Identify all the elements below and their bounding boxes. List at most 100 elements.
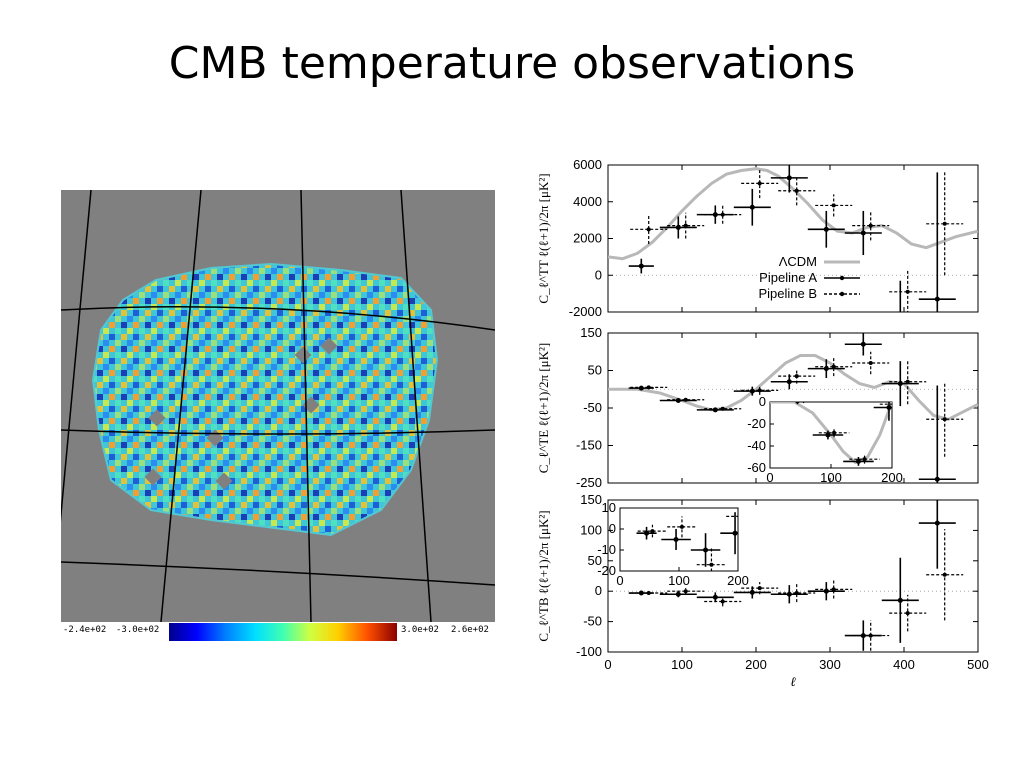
data-marker [720,599,725,604]
data-point [659,216,697,239]
data-point [807,210,845,248]
data-point [741,582,779,595]
data-point [630,385,668,390]
data-marker [831,364,836,369]
lcdm-model-curve [608,167,978,261]
data-point [815,580,853,599]
inset-y-tick-label: -10 [597,542,616,557]
data-marker [823,366,829,372]
data-point [741,168,779,199]
inset-x-tick-label: 0 [616,573,623,588]
data-point [667,212,705,239]
legend-label: Pipeline B [758,286,817,301]
data-marker [646,227,651,232]
data-point [770,374,808,390]
inset-y-tick-label: 10 [602,500,616,515]
data-marker [897,597,903,603]
data-marker [638,263,644,269]
inset-data-marker [795,402,800,404]
data-point [667,588,705,595]
inset-data-point [720,512,738,555]
data-marker [823,226,829,232]
inset-data-marker [862,457,867,462]
inset-data-point [696,547,727,571]
colorbar-min-label-2: -3.0e+02 [116,625,160,635]
data-point [630,591,668,596]
data-marker [683,223,688,228]
colorbar-max-label-2: 2.6e+02 [451,625,489,635]
data-point [630,214,668,245]
slide-title: CMB temperature observations [168,38,856,89]
inset-data-marker [644,530,650,536]
legend-marker [839,291,845,297]
data-marker [942,417,947,422]
inset-data-marker [650,529,655,534]
sky-map [61,190,495,622]
y-tick-label: 6000 [573,157,602,172]
y-axis-label: C_ℓ^TB ℓ(ℓ+1)/2π [μK²] [536,510,551,641]
data-point [741,385,779,395]
data-marker [831,203,836,208]
lcdm-model-curve [608,354,978,421]
data-point [733,386,771,396]
data-point [898,280,903,320]
y-tick-label: 0 [595,267,602,282]
data-point [704,596,742,607]
data-marker [712,594,718,600]
data-marker [749,589,755,595]
data-point [852,351,890,375]
data-point [815,357,853,377]
inset-data-marker [825,432,831,438]
graticule-lines [61,190,495,622]
data-marker [860,230,866,236]
survey-patch [91,262,439,537]
data-marker [898,315,903,320]
data-point [659,591,697,598]
data-marker [905,379,910,384]
data-marker [683,589,688,594]
power-spectrum-plots: 6000 4000 2000 0 -2000 C_ℓ^TT ℓ(ℓ+1)/2π [μK²]… [520,150,1000,690]
inset-lcdm-curve [770,402,892,465]
x-tick-label: 500 [967,657,989,672]
y-tick-label: 2000 [573,231,602,246]
x-tick-label: 300 [819,657,841,672]
data-marker [934,476,940,482]
data-marker [868,223,873,228]
colorbar [169,623,397,641]
data-marker [905,289,910,294]
data-point [770,165,808,193]
inset-data-marker [673,537,679,542]
data-point [733,188,771,226]
data-marker [934,296,940,302]
data-marker [786,175,792,181]
y-axis-label: C_ℓ^TT ℓ(ℓ+1)/2π [μK²] [536,173,551,303]
inset-y-tick-label: -20 [747,416,766,431]
inset-data-marker [679,524,684,529]
inset-area [636,512,738,571]
data-marker [675,398,681,403]
data-point [628,258,654,274]
y-tick-label: -50 [583,400,602,415]
data-point [778,368,816,384]
data-point [815,194,853,217]
inset-area [770,402,892,466]
data-marker [757,586,762,591]
data-point [704,205,742,224]
inset-y-tick-label: 0 [609,521,616,536]
inset-data-marker [855,458,861,464]
data-point [844,210,882,256]
data-point [881,361,919,407]
panel-tt: 6000 4000 2000 0 -2000 C_ℓ^TT ℓ(ℓ+1)/2π [μK²]… [536,157,979,320]
inset-data-marker [709,562,714,567]
y-tick-label: 50 [588,553,602,568]
colorbar-max-label-1: 3.0e+02 [401,625,439,635]
inset-data-point [661,529,691,550]
inset-plot: 100-10-200 100 200 [597,500,749,588]
y-tick-label: 150 [580,325,602,340]
x-axis-label: ℓ [790,674,796,689]
data-marker [675,591,681,597]
data-point [889,594,927,632]
inset-frame [619,507,739,572]
